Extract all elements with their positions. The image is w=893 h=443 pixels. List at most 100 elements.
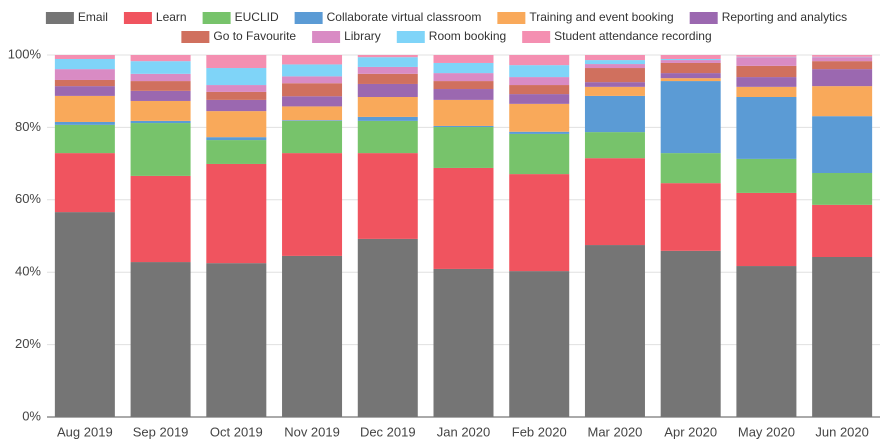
bar-segment [54, 86, 115, 96]
bar-segment [433, 268, 494, 417]
y-tick-label: 60% [15, 191, 41, 206]
x-tick-label: Apr 2020 [664, 424, 717, 439]
bar-segment [660, 55, 721, 59]
bar-segment [130, 61, 191, 74]
bar-segment [54, 79, 115, 87]
legend-swatch [497, 12, 526, 24]
bar-segment [584, 60, 645, 65]
legend-swatch [396, 31, 425, 43]
legend-label: Learn [156, 10, 187, 24]
bar-segment [357, 96, 418, 117]
x-tick-label: Feb 2020 [512, 424, 567, 439]
bar-segment [206, 85, 267, 92]
bar-segment [660, 62, 721, 74]
bar-segment [736, 96, 797, 159]
bar-segment [660, 58, 721, 61]
bar-segment [54, 95, 115, 122]
legend-swatch [312, 31, 341, 43]
bar-segment [584, 245, 645, 417]
y-tick-label: 20% [15, 336, 41, 351]
bar-segment [736, 77, 797, 87]
bar-segment [433, 81, 494, 90]
bar-segment [660, 183, 721, 251]
bar-segment [433, 89, 494, 100]
bar-segment [54, 69, 115, 80]
bar-segment [584, 82, 645, 87]
bar-segment [54, 124, 115, 154]
bar-segment [282, 55, 343, 65]
bar-segment [206, 140, 267, 164]
bar-segment [509, 133, 570, 175]
bar-segment [812, 116, 873, 174]
bar-segment [736, 158, 797, 193]
bar-segment [660, 73, 721, 79]
bar-segment [206, 263, 267, 417]
bar-segment [812, 86, 873, 117]
x-tick-label: Dec 2019 [360, 424, 416, 439]
bar-segment [54, 153, 115, 213]
legend-label: EUCLID [235, 10, 279, 24]
bar-segment [736, 266, 797, 417]
bar-segment [130, 123, 191, 176]
bar-segment [433, 127, 494, 168]
legend-label: Student attendance recording [554, 29, 711, 43]
bar-segment [660, 153, 721, 184]
legend-label: Email [78, 10, 108, 24]
bar-segment [509, 271, 570, 417]
x-tick-label: Oct 2019 [210, 424, 263, 439]
x-tick-label: Sep 2019 [133, 424, 189, 439]
bar-segment [357, 66, 418, 74]
bar-segment [130, 73, 191, 82]
bar-segment [433, 73, 494, 82]
bar-segment [130, 100, 191, 121]
legend-row: Email Learn EUCLID Collaborate virtual clas… [45, 10, 847, 24]
bar-segment [584, 132, 645, 159]
bar-segment [736, 57, 797, 66]
legend-swatch [294, 12, 323, 24]
bar-segment [282, 83, 343, 97]
bar-segment [54, 55, 115, 59]
y-tick-label: 100% [8, 46, 42, 61]
x-tick-label: Aug 2019 [57, 424, 113, 439]
bar-segment [812, 204, 873, 257]
bar-segment [433, 62, 494, 74]
bar-segment [206, 99, 267, 112]
bar-segment [54, 121, 115, 125]
bar-segment [736, 65, 797, 78]
legend-label: Training and event booking [529, 10, 673, 24]
bar-segment [433, 125, 494, 128]
bar-segment [433, 99, 494, 126]
bar-segment [509, 85, 570, 95]
bar-segment [660, 78, 721, 82]
bar-segment [736, 86, 797, 97]
legend-swatch [181, 31, 210, 43]
bar-segment [357, 55, 418, 58]
bar-segment [130, 175, 191, 263]
bar-segment [584, 86, 645, 96]
bar-segment [282, 120, 343, 154]
bar-segment [130, 120, 191, 124]
bar-segment [736, 192, 797, 267]
legend-swatch [202, 12, 231, 24]
x-tick-label: Nov 2019 [284, 424, 340, 439]
bar-segment [812, 173, 873, 205]
legend-label: Collaborate virtual classroom [327, 10, 482, 24]
bar-segment [54, 212, 115, 417]
bar-segment [130, 81, 191, 91]
bar-segment [584, 68, 645, 83]
legend-swatch [689, 12, 718, 24]
bar-segment [282, 153, 343, 256]
bar-segment [584, 55, 645, 61]
bar-segment [812, 69, 873, 87]
bar-segment [357, 153, 418, 239]
bar-segment [509, 55, 570, 66]
y-tick-label: 0% [22, 408, 41, 423]
bar-segment [509, 103, 570, 132]
bar-segment [130, 90, 191, 101]
bar-segment [812, 61, 873, 70]
bar-segment [736, 55, 797, 57]
bar-segment [282, 76, 343, 84]
bar-segment [54, 58, 115, 70]
legend-row: Go to Favourite Library Room booking Studen… [181, 29, 712, 43]
